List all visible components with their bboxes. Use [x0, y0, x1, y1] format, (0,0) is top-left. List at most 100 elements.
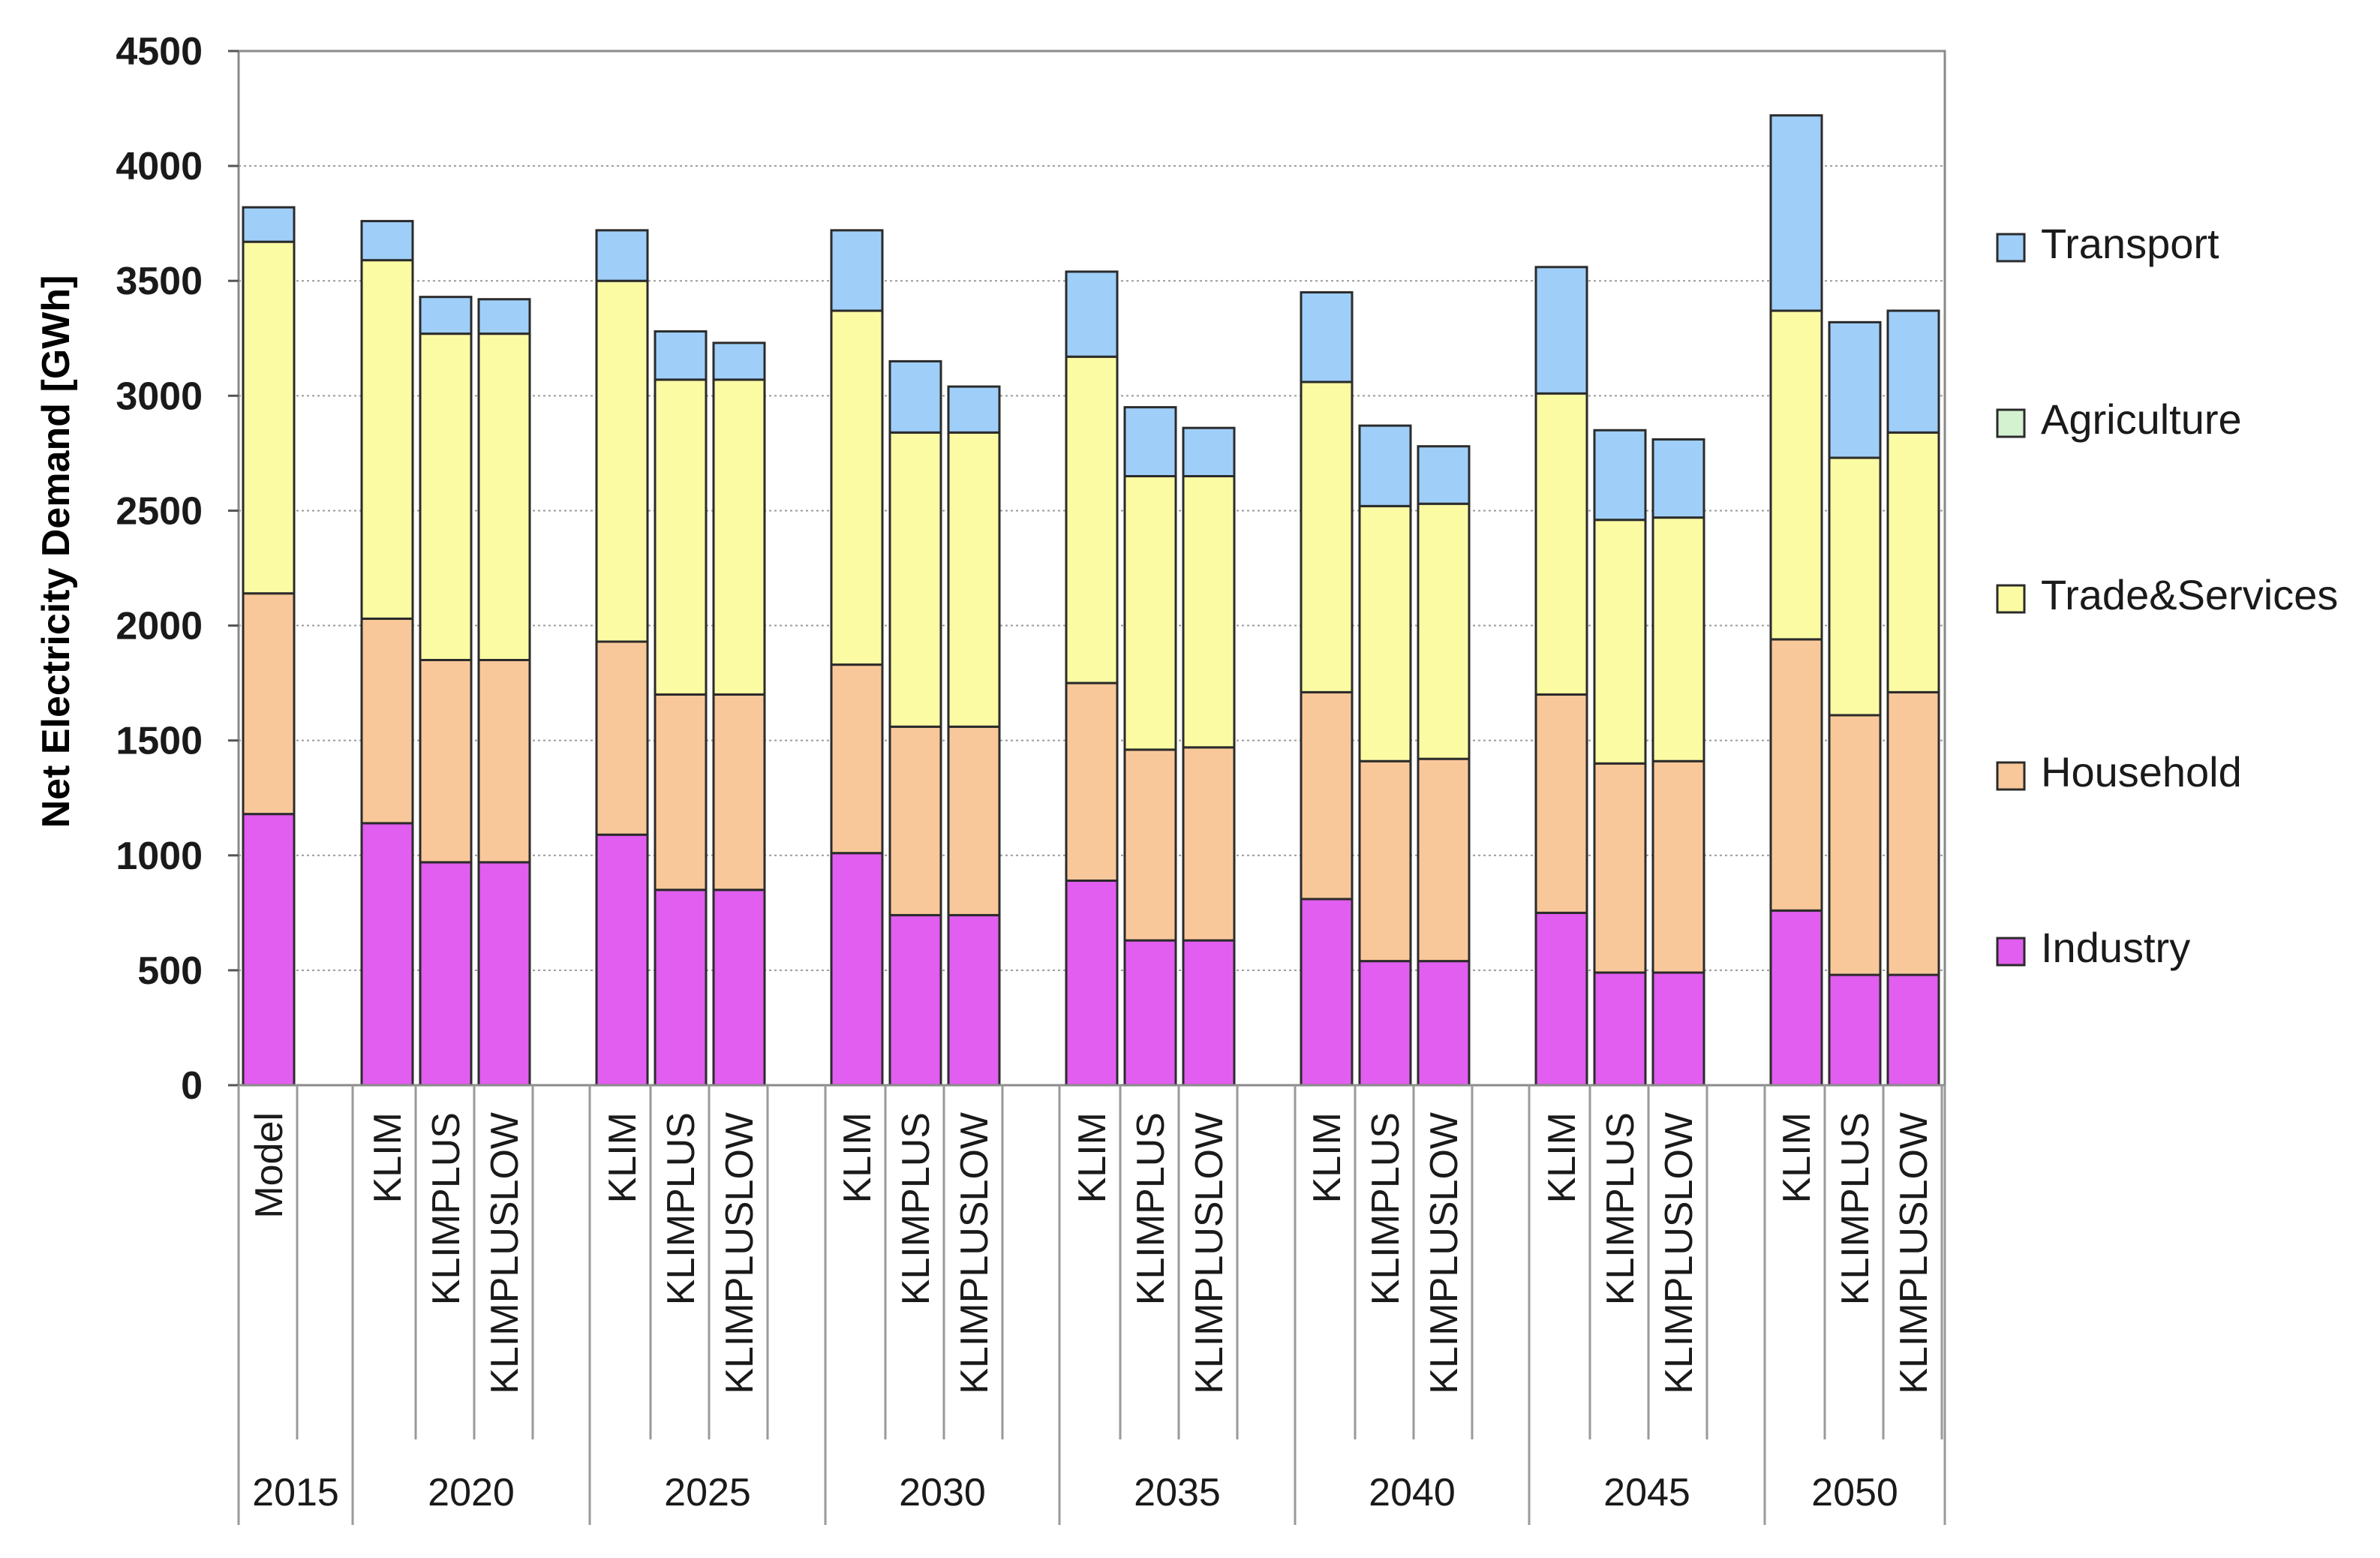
bar-segment-household [1828, 714, 1882, 976]
legend-swatch-household [1996, 761, 2026, 791]
x-category-label: KLIM [1071, 1112, 1114, 1203]
bar-segment-transport [1065, 270, 1119, 358]
legend-swatch-trade-services [1996, 584, 2026, 614]
bar-segment-trade-services [830, 309, 884, 666]
x-category-label: KLIM [1540, 1112, 1584, 1203]
x-category-label: KLIMPLUSLOW [1657, 1112, 1701, 1394]
bar-segment-household [1769, 638, 1823, 912]
bar-segment-household [947, 725, 1001, 916]
bar-segment-industry [830, 852, 884, 1087]
bar-segment-transport [1417, 445, 1471, 505]
bar-segment-household [595, 640, 649, 836]
bar-segment-household [419, 658, 473, 864]
bar-segment-trade-services [1065, 355, 1119, 684]
y-tick-label: 2500 [116, 489, 203, 533]
bar-segment-transport [1886, 309, 1940, 434]
y-tick-label: 2000 [116, 605, 203, 648]
bar-segment-trade-services [1534, 392, 1588, 696]
bar-segment-industry [1300, 898, 1354, 1087]
x-category-label: KLIM [1775, 1112, 1819, 1203]
bar-segment-trade-services [1769, 309, 1823, 641]
bar-segment-trade-services [1300, 380, 1354, 693]
y-tick-label: 0 [181, 1064, 203, 1108]
legend-label: Transport [2041, 220, 2219, 267]
bar-segment-household [360, 617, 414, 825]
legend-label: Trade&Services [2041, 571, 2338, 618]
x-category-label: KLIMPLUSLOW [1892, 1112, 1936, 1394]
y-tick-label: 1000 [116, 835, 203, 878]
x-category-label: KLIMPLUSLOW [483, 1112, 527, 1394]
y-axis-label: Net Electricity Demand [GWh] [35, 275, 78, 829]
bar-segment-industry [1123, 939, 1177, 1087]
bar-segment-industry [419, 861, 473, 1087]
bar-segment-transport [360, 220, 414, 262]
bar-segment-industry [595, 833, 649, 1087]
bar-segment-transport [1182, 426, 1236, 478]
bar-segment-industry [888, 913, 942, 1087]
x-category-label: KLIMPLUS [894, 1112, 938, 1305]
x-category-label: KLIMPLUS [660, 1112, 703, 1305]
x-category-label: KLIMPLUS [1129, 1112, 1173, 1305]
bar-segment-trade-services [360, 259, 414, 620]
bar-segment-household [830, 663, 884, 855]
legend-label: Household [2041, 748, 2242, 796]
bar-segment-household [242, 592, 296, 816]
legend-swatch-industry [1996, 937, 2026, 967]
legend-swatch-agriculture [1996, 408, 2026, 438]
bar-segment-transport [712, 341, 766, 381]
bar-segment-transport [1123, 406, 1177, 478]
bar-segment-transport [419, 296, 473, 335]
x-category-label: Model [248, 1112, 291, 1219]
bar-segment-trade-services [1417, 502, 1471, 760]
bar-segment-household [1417, 757, 1471, 963]
x-category-label: KLIM [1306, 1112, 1349, 1203]
bar-segment-household [1300, 690, 1354, 901]
bar-segment-trade-services [1358, 504, 1412, 762]
bar-segment-household [1182, 746, 1236, 942]
legend-label: Agriculture [2041, 396, 2242, 443]
bar-segment-trade-services [712, 378, 766, 696]
bar-segment-transport [1534, 266, 1588, 395]
bar-segment-industry [1593, 971, 1647, 1087]
bars-layer [242, 114, 1940, 1087]
bar-segment-transport [830, 229, 884, 312]
bar-segment-household [1123, 748, 1177, 942]
bar-segment-industry [1065, 879, 1119, 1087]
bar-segment-transport [1828, 320, 1882, 459]
bar-segment-transport [1651, 438, 1705, 519]
bar-segment-industry [1886, 973, 1940, 1087]
bar-segment-industry [712, 889, 766, 1087]
bar-segment-household [1593, 762, 1647, 974]
legend: Transport Agriculture Trade&Services Househ… [1996, 220, 2338, 971]
x-year-label: 2020 [428, 1471, 515, 1514]
bar-segment-transport [242, 206, 296, 243]
bar-segment-trade-services [1651, 516, 1705, 762]
bar-segment-industry [1358, 960, 1412, 1087]
x-category-label: KLIMPLUS [1599, 1112, 1642, 1305]
bar-segment-household [1886, 690, 1940, 976]
bar-segment-industry [477, 861, 531, 1087]
bar-segment-industry [1651, 971, 1705, 1087]
x-category-label: KLIMPLUSLOW [1423, 1112, 1466, 1394]
y-tick-label: 3000 [116, 374, 203, 418]
bar-segment-trade-services [595, 279, 649, 643]
bar-segment-transport [888, 359, 942, 434]
bar-segment-industry [947, 913, 1001, 1087]
bar-segment-trade-services [947, 431, 1001, 728]
bar-segment-household [1065, 681, 1119, 882]
bar-segment-transport [477, 298, 531, 335]
x-year-label: 2035 [1134, 1471, 1221, 1514]
axis-layer: 0 500 1000 1500 2000 2500 3000 3500 4000 4500 [116, 30, 1946, 1108]
bar-segment-transport [1769, 114, 1823, 312]
bar-segment-trade-services [1828, 456, 1882, 717]
bar-segment-trade-services [654, 378, 708, 696]
x-category-label: KLIM [366, 1112, 410, 1203]
bar-segment-household [1534, 693, 1588, 914]
y-tick-label: 4500 [116, 30, 203, 74]
x-category-label: KLIM [601, 1112, 645, 1203]
x-category-label: KLIMPLUS [425, 1112, 468, 1305]
y-tick-label: 4000 [116, 145, 203, 188]
bar-segment-household [1651, 759, 1705, 974]
x-axis-labels: Model KLIM KLIMPLUS KLIMPLUSLOW KLIM KLIMPLUS… [237, 1085, 1946, 1525]
